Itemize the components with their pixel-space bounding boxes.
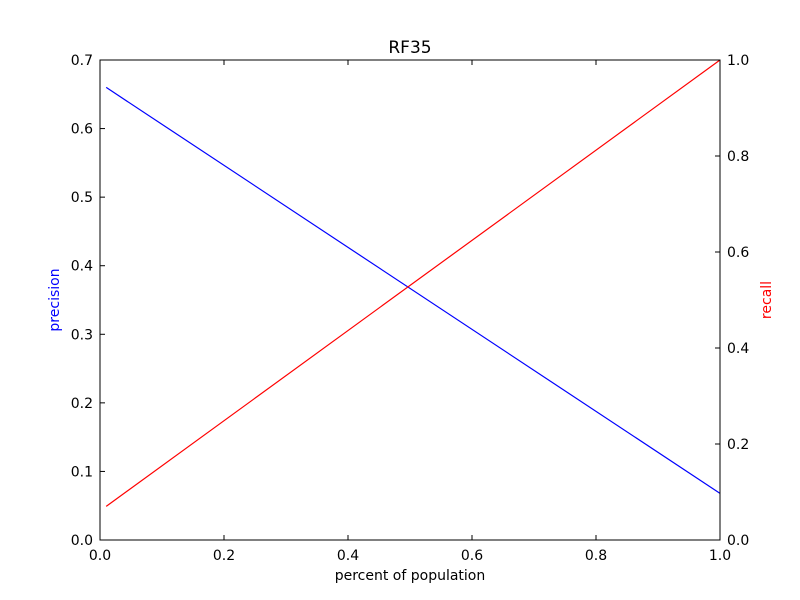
y-left-tick-label: 0.1: [71, 464, 93, 480]
y-left-tick-label: 0.5: [71, 190, 93, 206]
recall-line: [105, 59, 721, 507]
y-left-tick-label: 0.7: [71, 53, 93, 69]
x-axis-label: percent of population: [335, 568, 486, 584]
x-tick-label: 0.0: [89, 548, 111, 564]
y-right-tick-label: 0.0: [727, 533, 749, 549]
y-left-tick-label: 0.6: [71, 122, 93, 138]
y-left-tick-label: 0.4: [71, 259, 93, 275]
y-left-tick-label: 0.2: [71, 396, 93, 412]
y-left-tick-label: 0.0: [71, 533, 93, 549]
y-right-tick-label: 0.6: [727, 245, 749, 261]
series-layer: [105, 59, 721, 507]
precision-line: [105, 86, 721, 494]
x-tick-label: 0.2: [213, 548, 235, 564]
y-right-tick-label: 0.8: [727, 149, 749, 165]
y-right-tick-label: 0.4: [727, 341, 749, 357]
x-tick-label: 0.4: [337, 548, 359, 564]
plot-frame: [99, 59, 721, 541]
y-right-tick-label: 1.0: [727, 53, 749, 69]
y-right-tick-label: 0.2: [727, 437, 749, 453]
x-tick-label: 0.6: [461, 548, 483, 564]
y-left-tick-label: 0.3: [71, 327, 93, 343]
x-tick-label: 1.0: [709, 548, 731, 564]
ticks-layer: 0.0 0.2 0.4 0.6 0.8 1.00.00.10.20.30.40.50.60…: [71, 53, 750, 564]
y-axis-label-left: precision: [47, 268, 63, 331]
x-tick-label: 0.8: [585, 548, 607, 564]
y-axis-label-right: recall: [759, 281, 775, 319]
chart-title: RF35: [388, 38, 431, 58]
